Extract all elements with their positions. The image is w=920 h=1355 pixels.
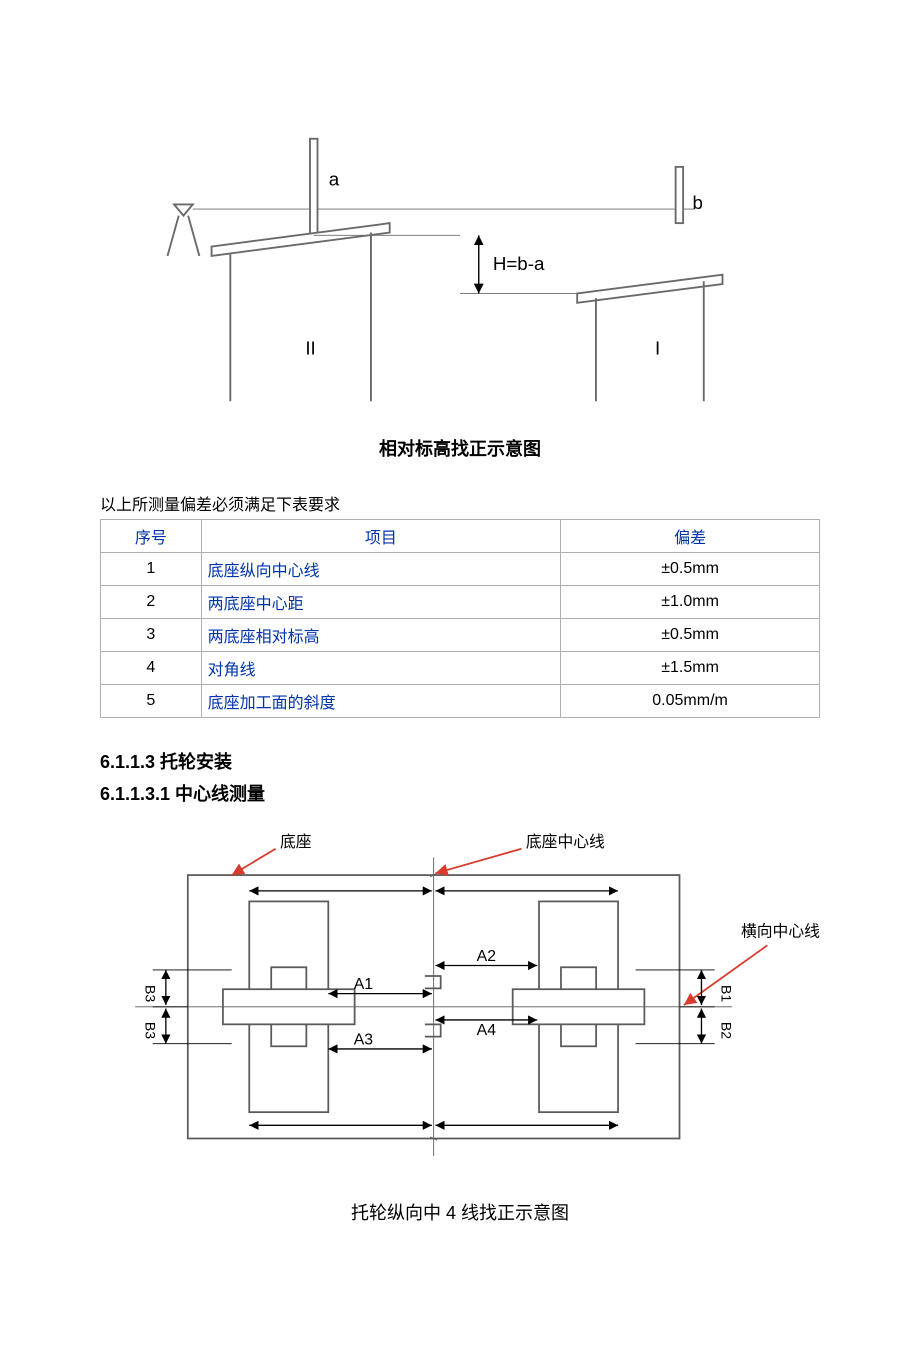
fig2-A1: A1 — [354, 976, 374, 993]
cell-item: 底座加工面的斜度 — [201, 685, 561, 718]
fig2-A2: A2 — [477, 948, 496, 965]
table-row: 4对角线±1.5mm — [101, 652, 820, 685]
tolerance-table: 序号 项目 偏差 1底座纵向中心线±0.5mm2两底座中心距±1.0mm3两底座… — [100, 519, 820, 718]
cell-no: 3 — [101, 619, 202, 652]
cell-deviation: ±0.5mm — [561, 619, 820, 652]
fig1-label-a: a — [329, 169, 340, 190]
cell-no: 1 — [101, 553, 202, 586]
fig1-label-b: b — [693, 192, 703, 213]
figure-1: a b H=b-a II I — [100, 120, 820, 425]
fig2-label-trans-centerline: 横向中心线 — [741, 923, 820, 941]
cell-no: 4 — [101, 652, 202, 685]
heading-6-1-1-3-1: 6.1.1.3.1 中心线测量 — [100, 780, 820, 806]
cell-no: 5 — [101, 685, 202, 718]
th-item: 项目 — [201, 520, 561, 553]
fig2-B2: B2 — [719, 1022, 735, 1039]
cell-deviation: ±1.0mm — [561, 586, 820, 619]
cell-item: 对角线 — [201, 652, 561, 685]
fig2-A3: A3 — [354, 1032, 374, 1049]
table-row: 2两底座中心距±1.0mm — [101, 586, 820, 619]
fig1-label-I: I — [655, 337, 660, 358]
fig2-A4: A4 — [477, 1022, 497, 1039]
heading-6-1-1-3: 6.1.1.3 托轮安装 — [100, 748, 820, 774]
table-row: 1底座纵向中心线±0.5mm — [101, 553, 820, 586]
fig2-B3-top: B3 — [143, 985, 159, 1002]
figure2-caption: 托轮纵向中 4 线找正示意图 — [100, 1199, 820, 1225]
cell-deviation: ±1.5mm — [561, 652, 820, 685]
fig2-label-base: 底座 — [280, 833, 312, 851]
th-no: 序号 — [101, 520, 202, 553]
fig1-label-II: II — [305, 337, 315, 358]
cell-item: 两底座中心距 — [201, 586, 561, 619]
cell-deviation: 0.05mm/m — [561, 685, 820, 718]
cell-no: 2 — [101, 586, 202, 619]
cell-item: 两底座相对标高 — [201, 619, 561, 652]
table-note: 以上所测量偏差必须满足下表要求 — [100, 491, 820, 515]
table-header-row: 序号 项目 偏差 — [101, 520, 820, 553]
fig1-label-H: H=b-a — [493, 253, 545, 274]
fig2-label-base-centerline: 底座中心线 — [526, 833, 605, 851]
cell-deviation: ±0.5mm — [561, 553, 820, 586]
th-dev: 偏差 — [561, 520, 820, 553]
cell-item: 底座纵向中心线 — [201, 553, 561, 586]
figure1-caption: 相对标高找正示意图 — [100, 435, 820, 461]
figure-2: 底座 底座中心线 横向中心线 A1 A2 A3 A4 — [100, 808, 820, 1193]
fig2-B1: B1 — [719, 985, 735, 1002]
table-row: 5底座加工面的斜度0.05mm/m — [101, 685, 820, 718]
fig2-B3-bot: B3 — [143, 1022, 159, 1039]
table-row: 3两底座相对标高±0.5mm — [101, 619, 820, 652]
